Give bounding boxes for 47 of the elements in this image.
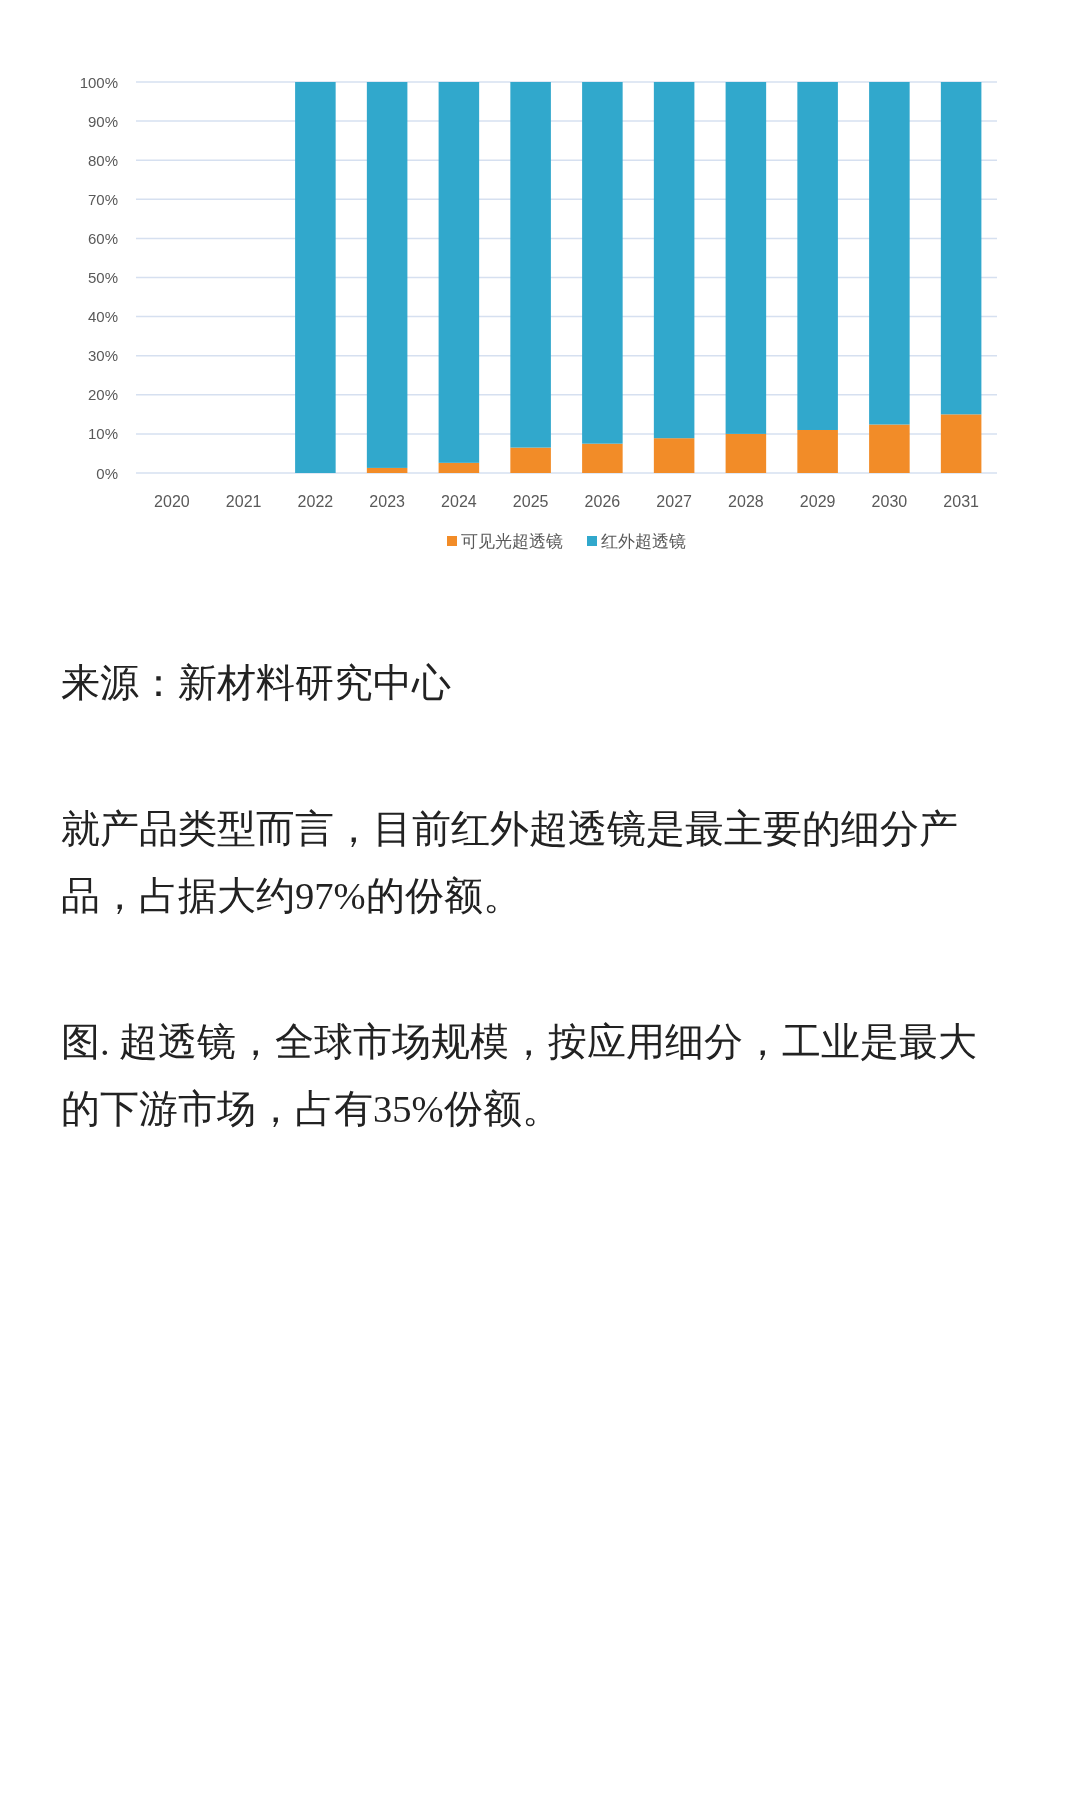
bar [869,82,910,425]
bar [725,433,767,473]
text: 图. 超透镜，全球市场规模，按应用细分，工业是最大的下游市场，占有35%份额。 [61,1020,979,1132]
bar [510,447,551,473]
bar [295,82,336,473]
bar [438,462,480,473]
y-tick-label: 20% [87,386,118,404]
x-tick-label: 2020 [154,492,190,510]
x-tick-label: 2030 [871,492,908,510]
y-tick-label: 60% [87,229,118,247]
y-tick-label: 80% [87,151,118,169]
bar [797,82,838,430]
bar [940,414,982,473]
x-tick-label: 2029 [799,492,836,510]
bar [653,82,695,439]
y-tick-label: 100% [79,73,118,91]
y-tick-label: 0% [96,464,118,482]
x-tick-label: 2028 [728,492,764,510]
x-tick-label: 2023 [369,492,406,510]
y-tick-label: 10% [87,425,118,443]
bar [797,429,838,473]
y-tick-label: 50% [87,269,118,286]
bar [366,467,408,473]
bar [653,438,695,473]
bar [438,82,480,463]
y-tick-label: 30% [87,347,118,365]
x-tick-label: 2022 [297,492,334,510]
x-tick-label: 2024 [441,492,477,510]
bar [510,82,551,448]
bar [582,443,623,473]
bar [940,82,982,415]
legend-label: 红外超透镜 [601,531,686,551]
y-tick-label: 40% [87,308,118,326]
bar [725,82,767,434]
y-tick-label: 90% [87,112,118,130]
x-tick-label: 2031 [943,492,980,510]
bar [869,424,910,473]
x-tick-label: 2026 [584,492,621,510]
bar [366,82,408,468]
source-note: 来源：新材料研究中心 [61,661,452,706]
legend-label: 可见光超透镜 [461,531,563,551]
text: 就产品类型而言，目前红外超透镜是最主要的细分产品，占据大约97%的份额。 [61,807,959,919]
y-tick-label: 70% [87,190,118,208]
x-tick-label: 2025 [512,492,549,510]
x-tick-label: 2027 [656,492,693,510]
bar [582,82,623,444]
x-tick-label: 2021 [225,492,262,510]
